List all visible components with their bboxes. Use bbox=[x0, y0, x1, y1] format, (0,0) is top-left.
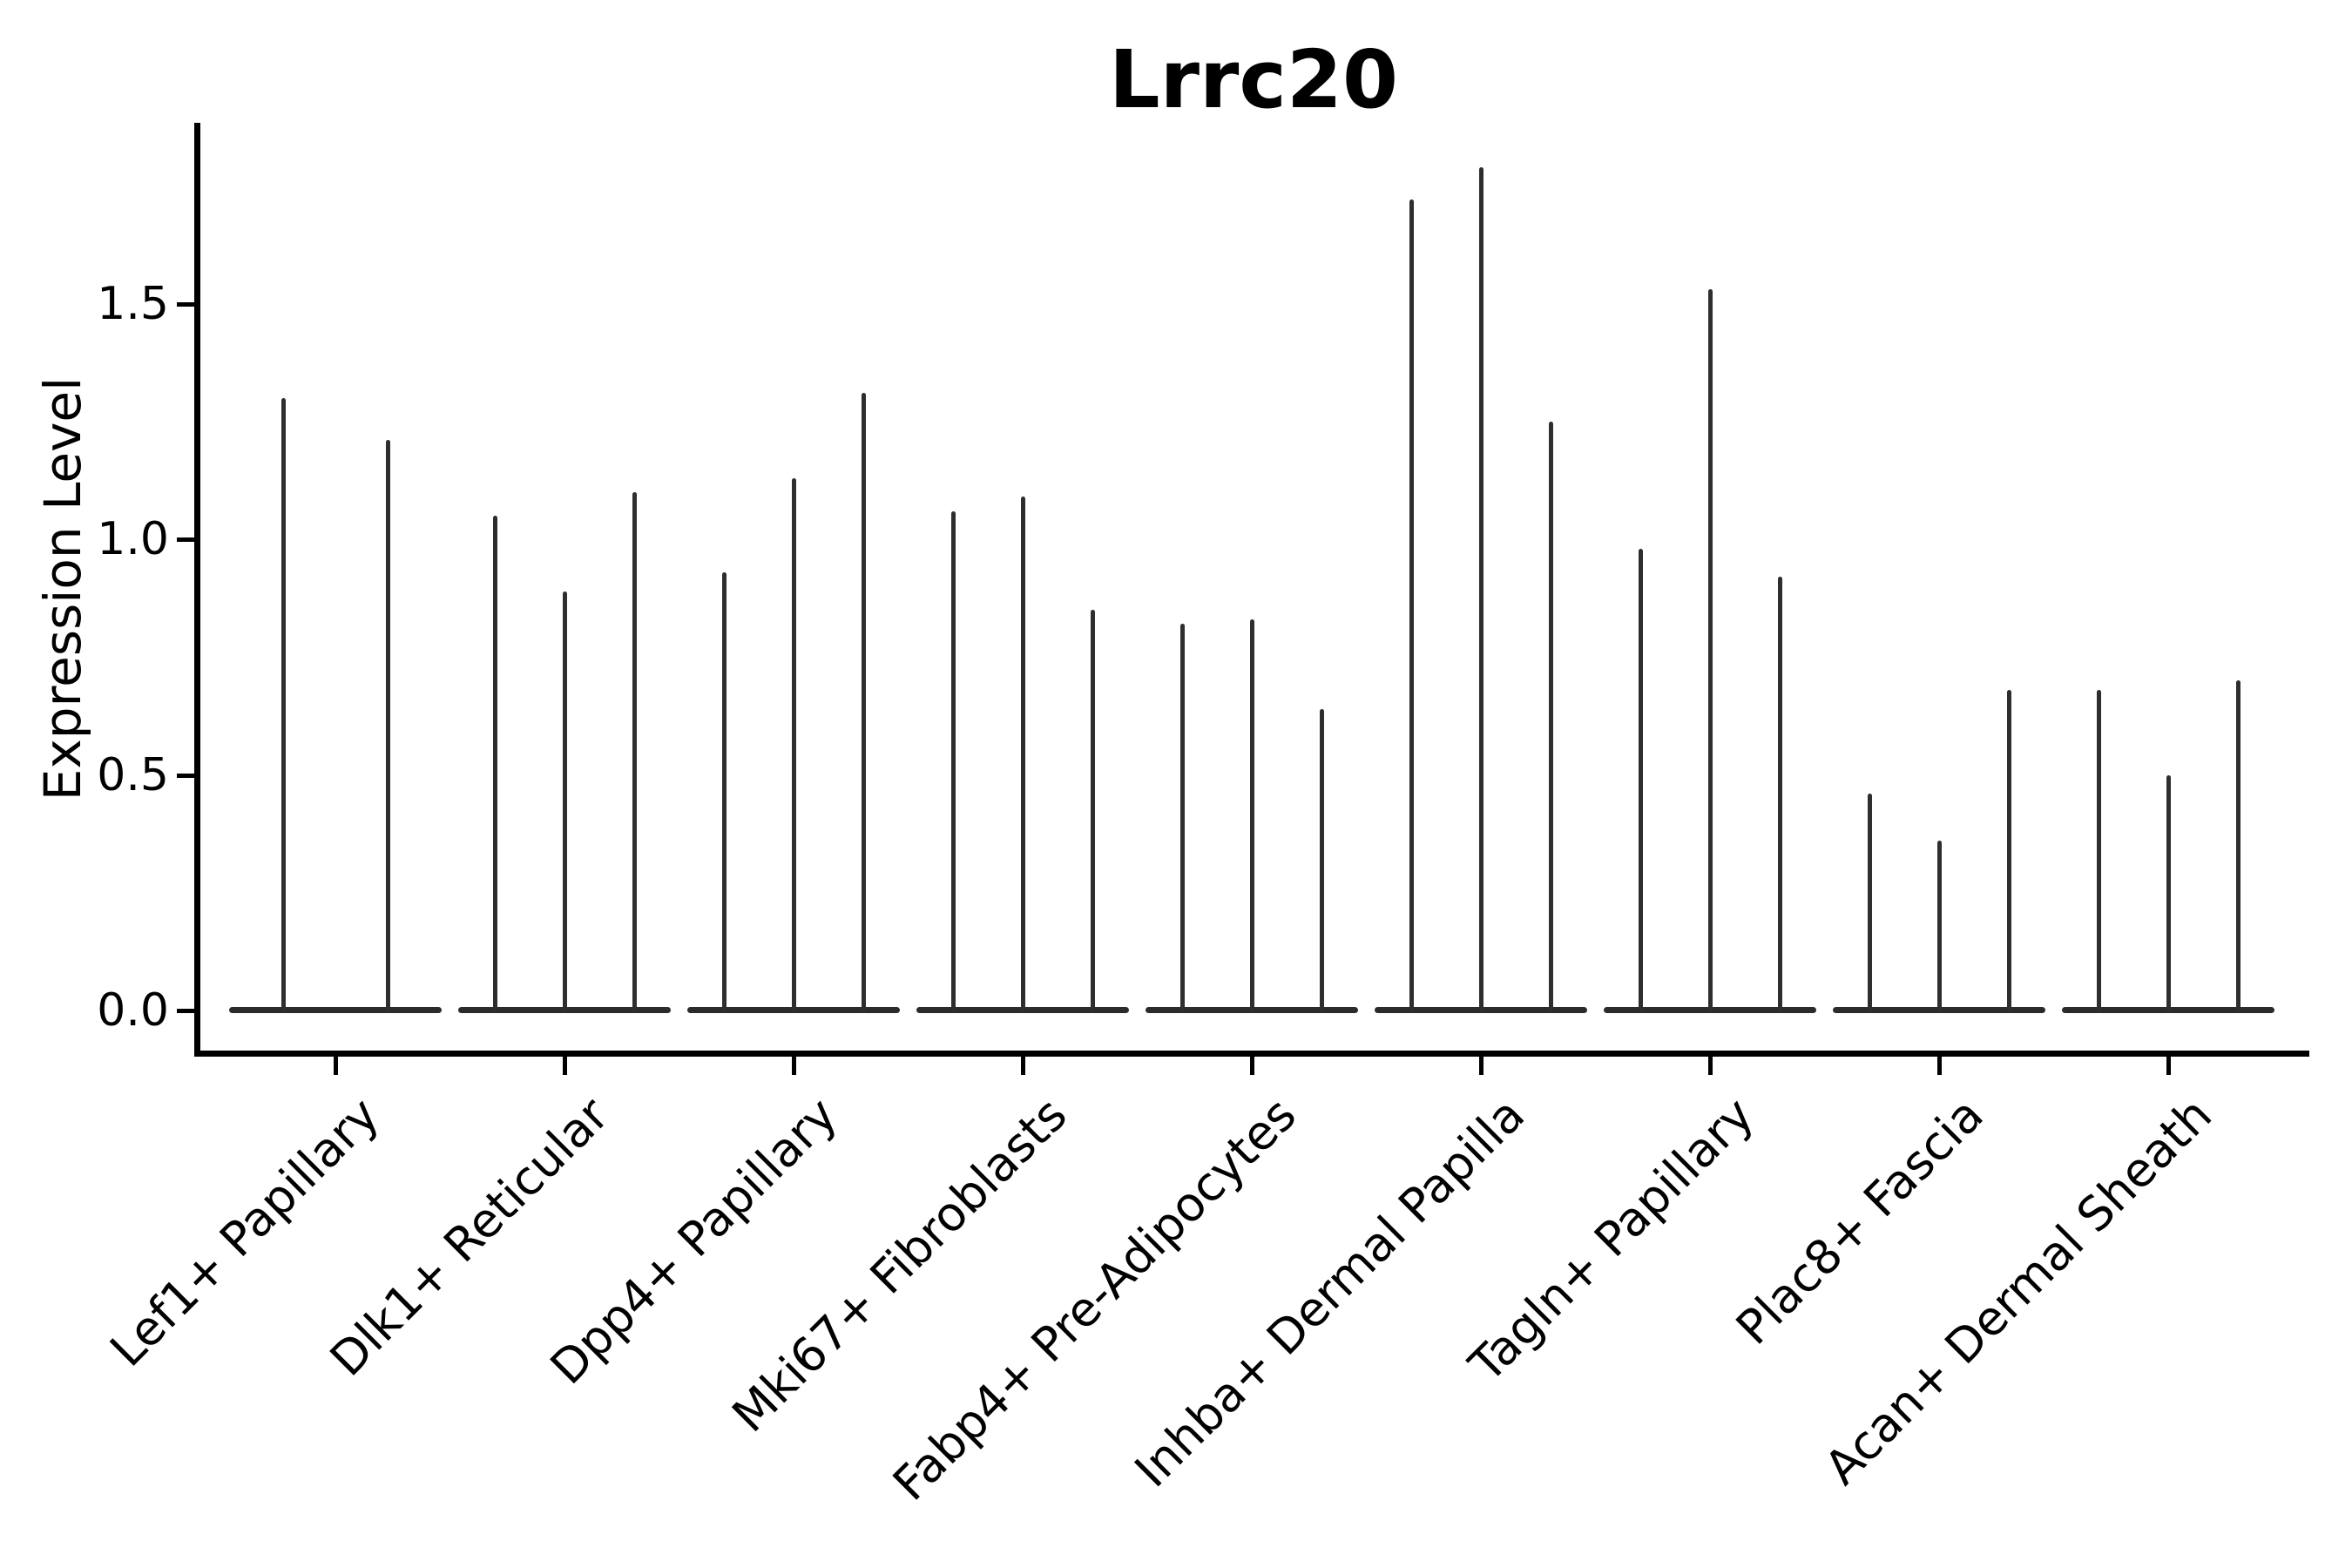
x-tick bbox=[334, 1056, 338, 1075]
y-axis-spine bbox=[194, 123, 200, 1056]
violin-spike bbox=[492, 515, 497, 1012]
y-axis-label: Expression Level bbox=[33, 376, 92, 801]
violin-spike bbox=[1478, 166, 1484, 1012]
violin-spike bbox=[861, 393, 866, 1012]
violin-spike bbox=[562, 591, 567, 1012]
y-tick bbox=[177, 537, 194, 542]
violin-spike bbox=[632, 491, 637, 1012]
violin-spike bbox=[2235, 680, 2240, 1012]
y-tick-label: 1.0 bbox=[97, 513, 169, 565]
violin-spike bbox=[791, 477, 796, 1012]
y-tick bbox=[177, 301, 194, 307]
x-tick bbox=[1708, 1056, 1713, 1075]
violin-spike bbox=[1249, 618, 1254, 1012]
violin-spike bbox=[2096, 690, 2101, 1012]
x-tick bbox=[2166, 1056, 2171, 1075]
x-tick-label: Plac8+ Fascia bbox=[1725, 1086, 1994, 1355]
x-tick-label: Acan+ Dermal Sheath bbox=[1814, 1086, 2223, 1496]
violin-spike bbox=[1867, 794, 1872, 1012]
x-axis-spine bbox=[194, 1051, 2309, 1057]
plot-title: Lrrc20 bbox=[1109, 33, 1398, 126]
y-tick bbox=[177, 773, 194, 778]
violin-spike bbox=[1548, 421, 1553, 1012]
violin-base bbox=[229, 1006, 442, 1013]
x-tick bbox=[563, 1056, 567, 1075]
violin-spike bbox=[721, 571, 727, 1012]
violin-spike bbox=[385, 440, 390, 1012]
violin-spike bbox=[2166, 774, 2171, 1012]
violin-spike bbox=[1707, 289, 1713, 1012]
violin-spike bbox=[1020, 497, 1025, 1012]
y-tick bbox=[177, 1009, 194, 1013]
violin-spike bbox=[1638, 548, 1643, 1012]
x-tick-label: Inhba+ Dermal Papilla bbox=[1125, 1086, 1536, 1498]
violin-spike bbox=[1179, 624, 1185, 1012]
violin-spike bbox=[1777, 577, 1782, 1012]
y-tick-label: 0.0 bbox=[97, 984, 169, 1037]
x-tick bbox=[1250, 1056, 1254, 1075]
x-tick-label: Fabp4+ Pre-Adipocytes bbox=[882, 1086, 1307, 1511]
x-tick bbox=[1937, 1056, 1942, 1075]
violin-spike bbox=[1936, 841, 1942, 1012]
violin-spike bbox=[950, 510, 956, 1012]
violin-spike bbox=[1090, 610, 1095, 1012]
violin-spike bbox=[280, 397, 286, 1012]
violin-spike bbox=[1409, 199, 1414, 1012]
x-tick bbox=[792, 1056, 796, 1075]
y-tick-label: 0.5 bbox=[97, 748, 169, 801]
x-tick bbox=[1021, 1056, 1025, 1075]
violin-spike bbox=[2006, 690, 2011, 1012]
violin-spike bbox=[1319, 708, 1324, 1012]
x-tick bbox=[1479, 1056, 1484, 1075]
y-tick-label: 1.5 bbox=[97, 277, 169, 330]
